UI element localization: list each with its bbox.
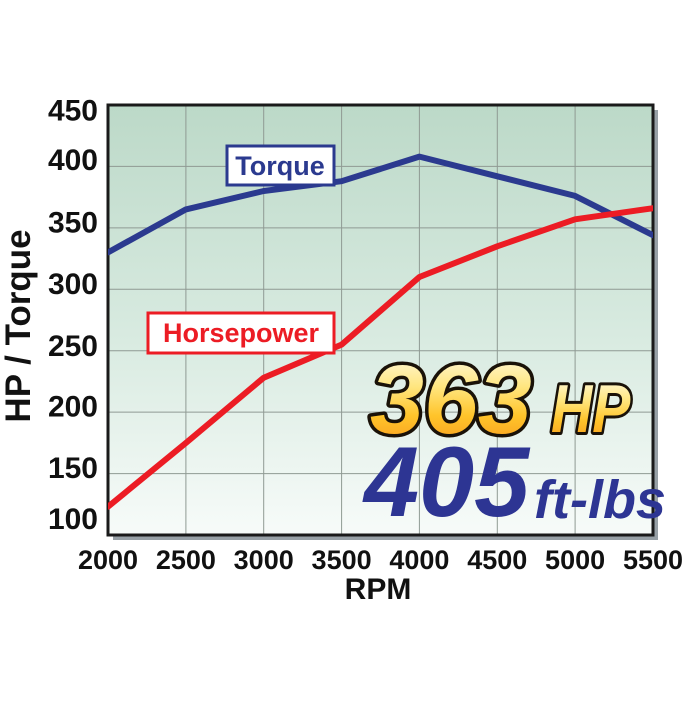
svg-text:350: 350 [48,206,98,239]
svg-text:200: 200 [48,391,98,424]
svg-text:4000: 4000 [389,545,449,575]
svg-text:Torque: Torque [235,151,325,181]
svg-text:3000: 3000 [234,545,294,575]
svg-text:405: 405 [362,426,531,537]
svg-text:2500: 2500 [156,545,216,575]
svg-text:3500: 3500 [312,545,372,575]
svg-text:RPM: RPM [345,573,412,606]
svg-text:2000: 2000 [78,545,138,575]
svg-text:300: 300 [48,268,98,301]
svg-text:4500: 4500 [467,545,527,575]
svg-text:250: 250 [48,330,98,363]
svg-text:HP / Torque: HP / Torque [0,229,38,422]
svg-text:400: 400 [48,144,98,177]
svg-text:5500: 5500 [623,545,683,575]
svg-text:5000: 5000 [545,545,605,575]
svg-text:ft-lbs: ft-lbs [534,470,666,530]
svg-text:Horsepower: Horsepower [163,318,320,348]
svg-text:450: 450 [48,95,98,128]
svg-text:100: 100 [48,503,98,536]
svg-text:HP: HP [551,371,630,447]
svg-text:150: 150 [48,452,98,485]
